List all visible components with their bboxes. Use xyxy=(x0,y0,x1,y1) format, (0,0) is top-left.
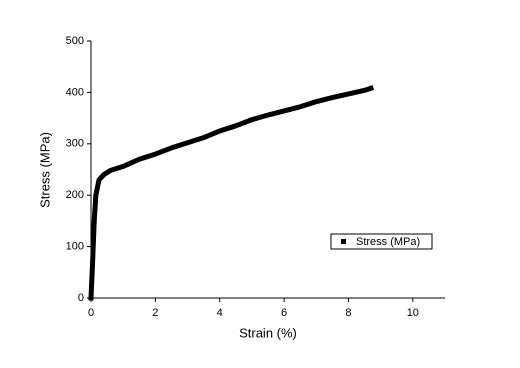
x-tick-label: 0 xyxy=(88,307,94,319)
x-tick-label: 10 xyxy=(407,307,419,319)
y-tick-label: 300 xyxy=(66,138,84,150)
x-tick-label: 4 xyxy=(217,307,223,319)
data-line xyxy=(88,85,375,301)
y-tick-label: 0 xyxy=(78,292,84,304)
x-axis-title: Strain (%) xyxy=(239,325,297,340)
x-tick-label: 2 xyxy=(152,307,158,319)
x-tick-label: 6 xyxy=(281,307,287,319)
legend-marker xyxy=(341,239,346,244)
y-tick-label: 200 xyxy=(66,189,84,201)
y-tick-label: 500 xyxy=(66,35,84,47)
y-tick-label: 100 xyxy=(66,241,84,253)
y-axis-title: Stress (MPa) xyxy=(37,132,52,208)
legend-box xyxy=(330,233,433,250)
legend-label: Stress (MPa) xyxy=(356,236,420,248)
y-tick-label: 400 xyxy=(66,86,84,98)
x-tick-label: 8 xyxy=(345,307,351,319)
